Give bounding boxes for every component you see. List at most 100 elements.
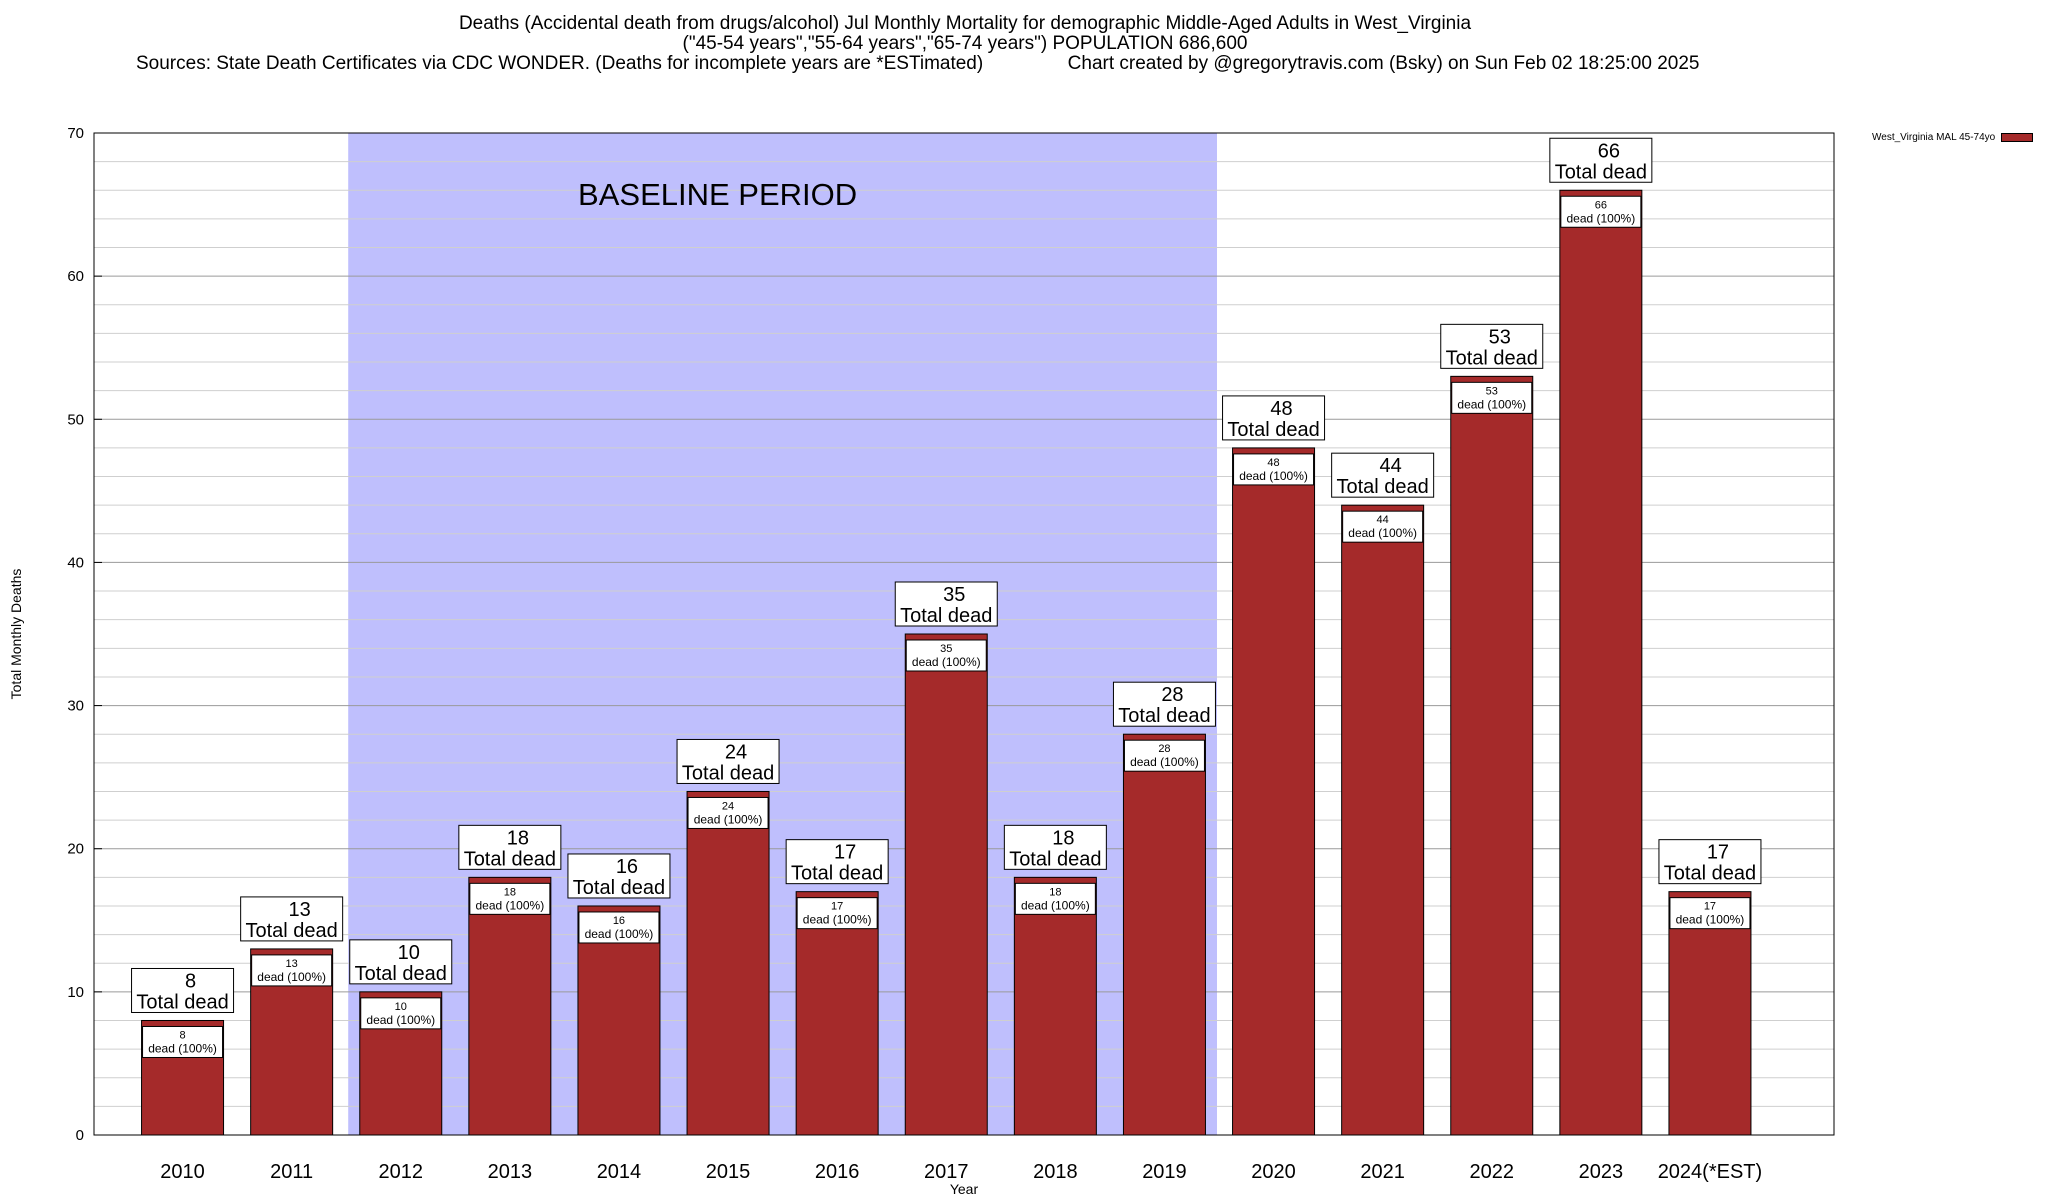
x-tick-label: 2014 bbox=[597, 1161, 642, 1183]
bar bbox=[1450, 375, 1534, 1136]
top-label-box bbox=[349, 939, 453, 985]
top-label-value: 17 bbox=[1707, 842, 1729, 864]
top-label-value: 16 bbox=[616, 856, 638, 878]
top-label-text: Total dead bbox=[1227, 419, 1319, 441]
inner-label-text: dead (100%) bbox=[1239, 469, 1308, 483]
inner-label-text: dead (100%) bbox=[1676, 913, 1745, 927]
inner-label-value: 18 bbox=[1049, 886, 1061, 898]
inner-label-value: 66 bbox=[1595, 199, 1607, 211]
bar bbox=[577, 905, 661, 1136]
top-label-value: 8 bbox=[185, 970, 196, 992]
top-label-text: Total dead bbox=[791, 863, 883, 885]
top-label-box bbox=[1658, 839, 1762, 885]
x-tick-label: 2019 bbox=[1142, 1161, 1187, 1183]
inner-label-box bbox=[1560, 195, 1642, 228]
top-label-value: 24 bbox=[725, 741, 747, 763]
top-label-box bbox=[1003, 824, 1107, 870]
inner-label-text: dead (100%) bbox=[1348, 526, 1417, 540]
inner-label-value: 10 bbox=[395, 1001, 407, 1013]
inner-label-value: 18 bbox=[504, 886, 516, 898]
top-label-box bbox=[1549, 137, 1653, 183]
x-tick-label: 2023 bbox=[1579, 1161, 1624, 1183]
inner-label-text: dead (100%) bbox=[694, 812, 763, 826]
inner-label-box bbox=[1669, 897, 1751, 930]
bar bbox=[1232, 447, 1316, 1136]
top-label-box bbox=[894, 581, 998, 627]
bar bbox=[1122, 733, 1206, 1136]
x-tick-label: 2010 bbox=[160, 1161, 205, 1183]
top-label-value: 18 bbox=[1052, 827, 1074, 849]
inner-label-value: 13 bbox=[286, 958, 298, 970]
inner-label-text: dead (100%) bbox=[148, 1041, 217, 1055]
inner-label-text: dead (100%) bbox=[1021, 898, 1090, 912]
top-label-text: Total dead bbox=[1446, 347, 1538, 369]
inner-label-text: dead (100%) bbox=[366, 1013, 435, 1027]
y-tick-label: 0 bbox=[76, 1127, 84, 1144]
legend-swatch bbox=[2001, 133, 2034, 142]
inner-label-box bbox=[687, 796, 769, 829]
top-label-text: Total dead bbox=[136, 991, 228, 1013]
top-label-text: Total dead bbox=[1555, 161, 1647, 183]
inner-label-box bbox=[360, 997, 442, 1030]
bar bbox=[686, 790, 770, 1136]
y-tick-label: 50 bbox=[67, 411, 84, 428]
inner-label-value: 16 bbox=[613, 915, 625, 927]
top-label-value: 10 bbox=[398, 942, 420, 964]
chart-subtitle: ("45-54 years","55-64 years","65-74 year… bbox=[682, 33, 1248, 54]
inner-label-value: 44 bbox=[1377, 514, 1389, 526]
top-label-value: 18 bbox=[507, 827, 529, 849]
top-label-value: 13 bbox=[289, 899, 311, 921]
inner-label-text: dead (100%) bbox=[1457, 397, 1526, 411]
inner-label-text: dead (100%) bbox=[1566, 211, 1635, 225]
inner-label-box bbox=[1451, 381, 1533, 414]
x-tick-label: 2024(*EST) bbox=[1658, 1161, 1763, 1183]
x-axis-label: Year bbox=[950, 1181, 979, 1197]
y-tick-label: 10 bbox=[67, 984, 84, 1001]
top-label-text: Total dead bbox=[1664, 863, 1756, 885]
top-label-value: 17 bbox=[834, 842, 856, 864]
top-label-value: 53 bbox=[1489, 326, 1511, 348]
y-axis-label: Total Monthly Deaths bbox=[8, 569, 24, 700]
inner-label-value: 24 bbox=[722, 800, 734, 812]
inner-label-box bbox=[905, 639, 987, 672]
top-label-value: 44 bbox=[1380, 455, 1402, 477]
top-label-value: 48 bbox=[1270, 398, 1292, 420]
top-label-text: Total dead bbox=[355, 963, 447, 985]
inner-label-text: dead (100%) bbox=[257, 970, 326, 984]
chart-title: Deaths (Accidental death from drugs/alco… bbox=[458, 13, 1472, 34]
top-label-box bbox=[1222, 395, 1326, 441]
inner-label-box bbox=[796, 897, 878, 930]
top-label-text: Total dead bbox=[900, 605, 992, 627]
x-tick-label: 2016 bbox=[815, 1161, 860, 1183]
top-label-box bbox=[458, 824, 562, 870]
x-tick-label: 2015 bbox=[706, 1161, 751, 1183]
inner-label-box bbox=[251, 954, 333, 987]
top-label-box bbox=[131, 967, 235, 1013]
x-tick-label: 2012 bbox=[379, 1161, 424, 1183]
top-label-box bbox=[676, 738, 780, 784]
top-label-box bbox=[240, 896, 344, 942]
bar bbox=[1559, 189, 1643, 1136]
inner-label-text: dead (100%) bbox=[1130, 755, 1199, 769]
top-label-text: Total dead bbox=[464, 848, 556, 870]
inner-label-text: dead (100%) bbox=[912, 655, 981, 669]
inner-label-box bbox=[1233, 453, 1315, 486]
inner-label-box bbox=[1123, 739, 1205, 772]
y-tick-label: 20 bbox=[67, 841, 84, 858]
x-tick-label: 2011 bbox=[270, 1161, 313, 1183]
top-label-box bbox=[1112, 681, 1216, 727]
x-tick-label: 2017 bbox=[924, 1161, 969, 1183]
inner-label-box bbox=[469, 882, 551, 915]
legend: West_Virginia MAL 45-74yo bbox=[1872, 132, 2034, 143]
x-tick-label: 2013 bbox=[488, 1161, 533, 1183]
top-label-box bbox=[785, 839, 889, 885]
x-tick-label: 2018 bbox=[1033, 1161, 1078, 1183]
bar bbox=[795, 891, 879, 1136]
top-label-box bbox=[1440, 323, 1544, 369]
top-label-value: 35 bbox=[943, 584, 965, 606]
top-label-box bbox=[567, 853, 671, 899]
inner-label-text: dead (100%) bbox=[475, 898, 544, 912]
x-tick-label: 2020 bbox=[1251, 1161, 1296, 1183]
bar bbox=[1668, 891, 1752, 1136]
chart-source-line: Sources: State Death Certificates via CD… bbox=[136, 53, 1700, 74]
